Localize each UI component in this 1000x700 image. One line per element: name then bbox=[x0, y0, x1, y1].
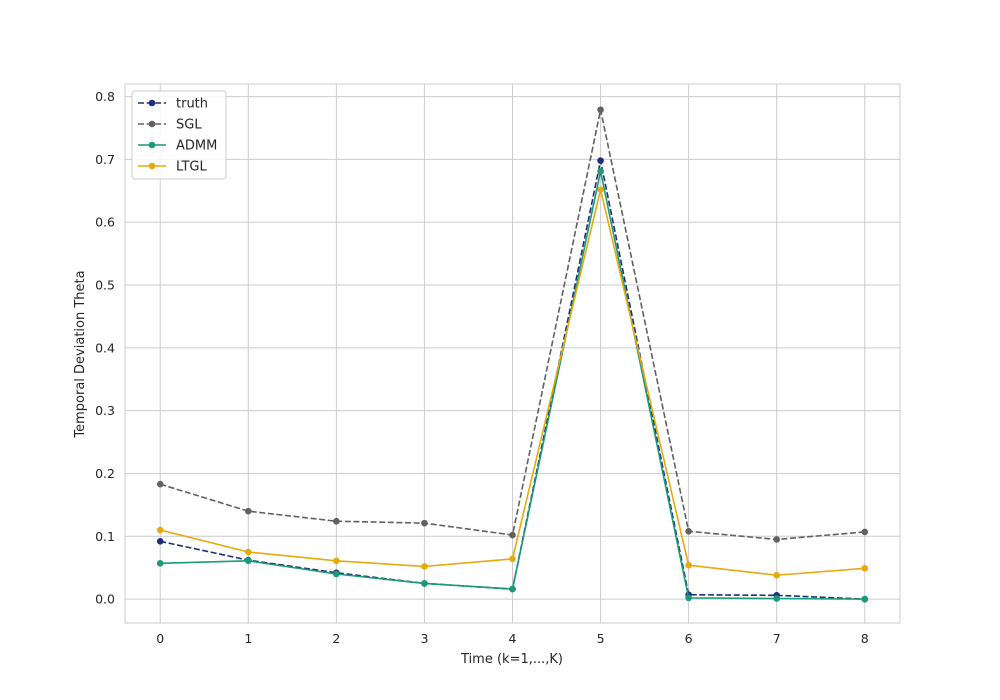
data-point-admm bbox=[244, 557, 252, 565]
y-tick-label: 0.2 bbox=[95, 466, 115, 481]
legend-marker-admm bbox=[148, 141, 156, 149]
data-point-ltgl bbox=[861, 565, 869, 572]
data-point-ltgl bbox=[244, 548, 252, 556]
y-tick-label: 0.7 bbox=[95, 152, 115, 167]
data-point-ltgl bbox=[597, 186, 604, 193]
x-tick-label: 6 bbox=[685, 631, 693, 646]
data-point-ltgl bbox=[685, 561, 692, 569]
y-tick-label: 0.8 bbox=[95, 89, 115, 104]
data-point-sgl bbox=[773, 536, 781, 543]
data-point-sgl bbox=[597, 106, 604, 114]
data-point-sgl bbox=[333, 517, 340, 525]
data-point-admm bbox=[333, 570, 340, 578]
y-axis-label: Temporal Deviation Theta bbox=[73, 270, 88, 438]
data-point-ltgl bbox=[156, 526, 164, 534]
series-sgl bbox=[156, 106, 869, 543]
data-point-sgl bbox=[509, 531, 516, 539]
x-tick-label: 3 bbox=[420, 631, 428, 646]
series-ltgl bbox=[156, 186, 869, 579]
x-tick-label: 8 bbox=[861, 631, 869, 646]
legend: truth SGL ADMM LTGL bbox=[131, 90, 227, 180]
data-point-admm bbox=[685, 594, 692, 602]
data-point-admm bbox=[421, 580, 428, 587]
data-point-sgl bbox=[685, 527, 692, 535]
y-tick-labels: 0.0 0.1 0.2 0.3 0.4 0.5 0.6 0.7 0.8 bbox=[95, 89, 115, 607]
data-point-sgl bbox=[156, 480, 164, 488]
data-point-ltgl bbox=[333, 557, 340, 565]
x-tick-label: 1 bbox=[244, 631, 252, 646]
legend-marker-sgl bbox=[148, 120, 156, 128]
data-point-ltgl bbox=[509, 555, 516, 563]
y-tick-label: 0.0 bbox=[95, 592, 115, 607]
x-tick-label: 7 bbox=[773, 631, 781, 646]
x-tick-labels: 0 1 2 3 4 5 6 7 8 bbox=[156, 631, 869, 646]
data-point-truth bbox=[597, 157, 604, 164]
x-tick-label: 4 bbox=[509, 631, 517, 646]
data-point-sgl bbox=[421, 519, 428, 527]
y-tick-label: 0.5 bbox=[95, 278, 115, 293]
legend-label-admm: ADMM bbox=[176, 139, 217, 154]
data-point-admm bbox=[156, 560, 164, 567]
legend-label-truth: truth bbox=[176, 97, 208, 112]
y-tick-label: 0.4 bbox=[95, 340, 115, 355]
data-point-truth bbox=[156, 538, 164, 545]
data-point-admm bbox=[509, 585, 516, 593]
data-point-ltgl bbox=[773, 571, 781, 579]
y-tick-label: 0.6 bbox=[95, 215, 115, 230]
data-point-sgl bbox=[244, 507, 252, 515]
x-axis-label: Time (k=1,...,K) bbox=[460, 652, 563, 667]
series-lines bbox=[156, 106, 869, 603]
data-point-admm bbox=[861, 595, 869, 603]
data-point-admm bbox=[773, 595, 781, 602]
legend-marker-ltgl bbox=[148, 162, 156, 170]
legend-box bbox=[131, 90, 227, 180]
legend-label-ltgl: LTGL bbox=[176, 160, 207, 175]
x-tick-label: 0 bbox=[156, 631, 164, 646]
y-tick-label: 0.3 bbox=[95, 403, 115, 418]
legend-marker-truth bbox=[148, 99, 156, 107]
data-point-admm bbox=[597, 168, 604, 175]
y-tick-label: 0.1 bbox=[95, 529, 115, 544]
series-admm bbox=[156, 168, 869, 603]
data-point-sgl bbox=[861, 528, 869, 536]
legend-label-sgl: SGL bbox=[176, 118, 202, 133]
x-tick-label: 5 bbox=[597, 631, 605, 646]
data-point-ltgl bbox=[421, 563, 428, 570]
x-tick-label: 2 bbox=[332, 631, 340, 646]
